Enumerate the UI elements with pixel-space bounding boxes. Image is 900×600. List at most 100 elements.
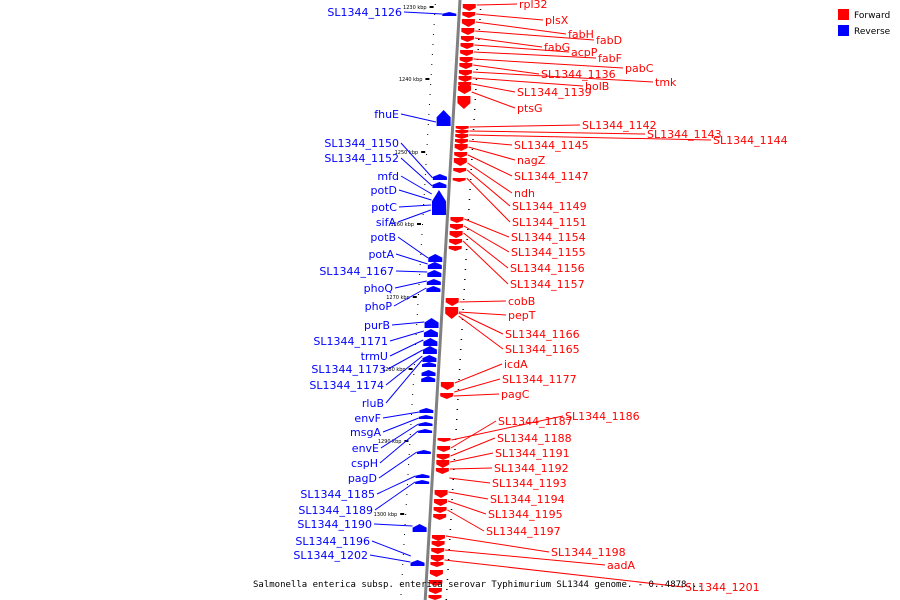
forward-gene-sl1344-1195: SL1344_1195 xyxy=(447,500,563,521)
forward-gene-arrow xyxy=(455,130,469,134)
forward-gene-arrow xyxy=(428,588,442,594)
forward-gene-arrow xyxy=(429,570,443,577)
forward-gene-sl1344-1165: SL1344_1165 xyxy=(458,315,580,356)
scale-tick-label: 1260 kbp xyxy=(390,222,414,228)
minor-tick-left xyxy=(407,474,409,475)
forward-gene-icda: icdA xyxy=(454,358,528,384)
minor-tick-right xyxy=(455,419,458,420)
reverse-gene-arrow xyxy=(422,346,437,354)
reverse-gene-arrow xyxy=(431,190,446,215)
minor-tick-left xyxy=(406,484,408,485)
forward-gene-fabf: fabF xyxy=(473,51,622,65)
minor-tick-right xyxy=(459,359,461,360)
reverse-gene-arrow xyxy=(418,422,433,426)
reverse-gene-label: sifA xyxy=(376,216,397,229)
minor-tick-left xyxy=(415,344,417,345)
forward-gene-arrow xyxy=(461,28,475,35)
minor-tick-right xyxy=(471,159,473,160)
reverse-gene-label: purB xyxy=(364,319,390,332)
forward-gene-tmk: tmk xyxy=(472,71,677,89)
forward-gene-cobb: cobB xyxy=(459,295,535,308)
minor-tick-left xyxy=(405,514,407,515)
minor-tick-left xyxy=(416,314,418,315)
minor-tick-right xyxy=(476,69,478,70)
forward-gene-arrow xyxy=(430,562,444,567)
minor-tick-right xyxy=(446,589,448,590)
reverse-gene-label: rluB xyxy=(362,397,384,410)
minor-tick-right xyxy=(467,229,469,230)
reverse-gene-trmu: trmU xyxy=(361,339,424,363)
minor-tick-right xyxy=(449,539,451,540)
minor-tick-left xyxy=(402,564,404,565)
forward-gene-label: acpP xyxy=(571,46,598,59)
reverse-gene-arrow xyxy=(418,415,433,419)
forward-gene-arrow xyxy=(459,63,473,69)
forward-gene-label: plsX xyxy=(545,14,569,27)
forward-gene-arrow xyxy=(460,43,474,49)
minor-tick-left xyxy=(423,194,425,195)
forward-gene-arrow xyxy=(431,548,445,554)
minor-tick-right xyxy=(447,569,449,570)
reverse-gene-arrow xyxy=(410,560,425,566)
reverse-gene-csph: cspH xyxy=(351,430,419,470)
legend: Forward Reverse xyxy=(838,9,891,37)
minor-tick-right xyxy=(472,139,474,140)
reverse-gene-label: envF xyxy=(354,412,381,425)
forward-gene-arrow xyxy=(449,231,463,238)
forward-gene-pept: pepT xyxy=(458,309,536,322)
forward-gene-label: pagC xyxy=(501,388,530,401)
reverse-gene-arrow xyxy=(419,408,434,413)
minor-tick-right xyxy=(479,19,481,20)
reverse-gene-arrow xyxy=(422,362,437,367)
forward-gene-label: SL1344_1149 xyxy=(512,200,587,213)
reverse-gene-sl1344-1185: SL1344_1185 xyxy=(300,475,416,501)
minor-tick-left xyxy=(428,104,430,105)
reverse-gene-rlub: rluB xyxy=(362,359,423,410)
forward-gene-sl1344-1191: SL1344_1191 xyxy=(450,447,570,463)
minor-tick-right xyxy=(458,379,460,380)
forward-gene-arrow xyxy=(454,152,468,158)
minor-tick-right xyxy=(453,459,456,460)
minor-tick-left xyxy=(433,34,435,35)
forward-gene-ndh: ndh xyxy=(467,162,535,200)
scale-tick-label: 1250 kbp xyxy=(395,150,419,156)
forward-gene-label: SL1344_1156 xyxy=(510,262,585,275)
forward-gene-arrow xyxy=(429,580,443,586)
forward-gene-holb: holB xyxy=(472,77,609,93)
forward-gene-label: SL1344_1136 xyxy=(541,68,616,81)
forward-gene-sl1344-1194: SL1344_1194 xyxy=(448,491,565,506)
reverse-gene-arrow xyxy=(424,318,439,328)
forward-gene-arrow xyxy=(459,57,473,63)
forward-gene-arrow xyxy=(458,70,472,76)
reverse-gene-label: envE xyxy=(352,442,379,455)
forward-gene-label: holB xyxy=(585,80,609,93)
reverse-gene-label: cspH xyxy=(351,457,378,470)
forward-gene-sl1344-1144: SL1344_1144 xyxy=(469,134,788,147)
reverse-gene-arrow xyxy=(426,286,441,292)
minor-tick-right xyxy=(450,509,453,510)
reverse-gene-envf: envF xyxy=(354,411,420,425)
minor-tick-right xyxy=(464,279,466,280)
minor-tick-right xyxy=(453,469,455,470)
forward-gene-arrow xyxy=(428,595,442,600)
forward-gene-arrow xyxy=(434,499,448,506)
minor-tick-left xyxy=(426,154,428,155)
minor-tick-right xyxy=(458,369,461,370)
forward-gene-label: SL1344_1147 xyxy=(514,170,589,183)
minor-tick-left xyxy=(424,174,426,175)
minor-tick-right xyxy=(460,339,463,340)
legend-forward-label: Forward xyxy=(854,11,890,21)
minor-tick-left xyxy=(413,364,415,365)
minor-tick-left xyxy=(404,534,406,535)
forward-gene-sl1344-1136: SL1344_1136 xyxy=(473,64,616,81)
minor-tick-left xyxy=(430,84,432,85)
forward-gene-arrow xyxy=(458,86,472,94)
reverse-gene-sl1344-1174: SL1344_1174 xyxy=(309,355,423,392)
reverse-gene-sl1344-1152: SL1344_1152 xyxy=(324,152,433,187)
reverse-gene-label: SL1344_1196 xyxy=(295,535,370,548)
minor-tick-right xyxy=(454,449,456,450)
minor-tick-left xyxy=(422,224,424,225)
forward-gene-sl1344-1197: SL1344_1197 xyxy=(447,509,561,538)
reverse-gene-arrow xyxy=(412,524,427,532)
minor-tick-left xyxy=(420,244,422,245)
